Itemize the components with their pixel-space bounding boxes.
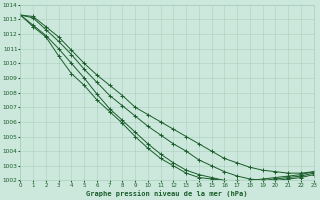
X-axis label: Graphe pression niveau de la mer (hPa): Graphe pression niveau de la mer (hPa) xyxy=(86,190,248,197)
